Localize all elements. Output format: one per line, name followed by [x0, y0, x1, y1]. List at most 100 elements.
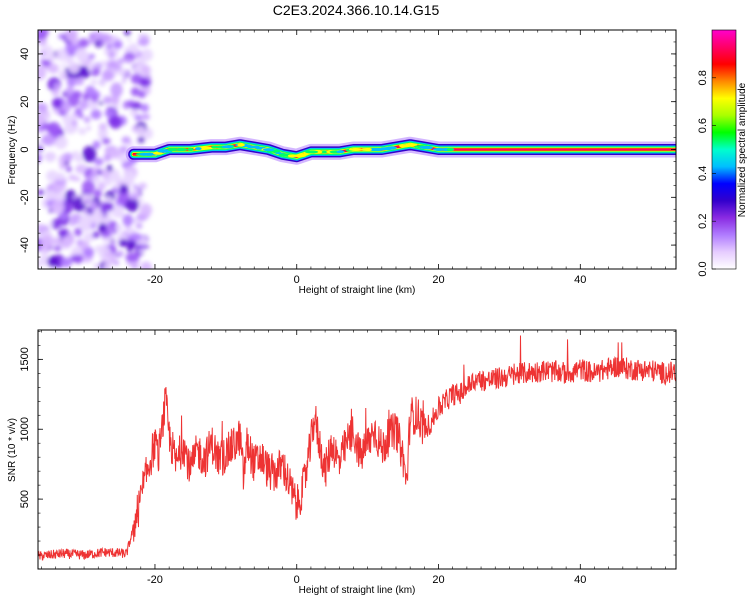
noise-blob [46, 170, 59, 182]
colorbar-tick-label: 0.0 [697, 261, 709, 276]
noise-blob [56, 172, 66, 181]
noise-blob [61, 201, 73, 214]
snr-y-tick-label: 500 [19, 490, 31, 508]
noise-blob [115, 223, 123, 232]
noise-blob [73, 254, 83, 264]
snr-x-tick-label: 20 [432, 574, 444, 586]
ridge-speckle [187, 147, 194, 151]
noise-blob [122, 104, 128, 109]
noise-blob [91, 175, 101, 183]
noise-blob [59, 163, 66, 170]
noise-blob [81, 179, 95, 195]
ridge-speckle [222, 145, 233, 149]
noise-blob [84, 200, 90, 204]
noise-blob [82, 208, 88, 213]
colorbar-label: Normalized spectral amplitude [737, 82, 748, 217]
noise-blob [101, 169, 111, 179]
noise-blob [140, 186, 145, 192]
colorbar: 0.0 0.2 0.4 0.6 0.8 Normalized spectral ampl… [697, 29, 748, 277]
noise-blob [44, 190, 57, 201]
noise-blob [140, 261, 152, 269]
spectrogram-y-tick-label: -40 [19, 237, 31, 253]
noise-blob [102, 137, 110, 145]
ridge-speckle [262, 148, 275, 152]
noise-blob [47, 255, 59, 268]
noise-blob [87, 66, 94, 72]
ridge-speckle [211, 145, 218, 149]
noise-blob [92, 140, 101, 150]
noise-blob [138, 182, 147, 189]
noise-blob [125, 252, 140, 263]
noise-blob [79, 114, 84, 119]
colorbar-tick-label: 0.4 [697, 166, 709, 181]
noise-blob [139, 203, 152, 217]
spectrogram-x-tick-label: 40 [574, 274, 586, 286]
noise-blob [94, 263, 99, 268]
noise-blob [74, 77, 84, 86]
noise-blob [112, 174, 122, 184]
noise-blob [144, 244, 150, 249]
noise-blob [68, 174, 77, 181]
noise-blob [39, 48, 45, 52]
noise-blob [126, 247, 133, 253]
noise-blob [38, 153, 43, 163]
noise-blob [129, 232, 142, 242]
noise-blob [38, 65, 47, 81]
noise-blob [81, 66, 88, 71]
noise-blob [65, 86, 75, 96]
noise-blob [94, 157, 104, 166]
noise-blob [65, 30, 79, 42]
noise-blob [45, 152, 56, 163]
noise-blob [58, 70, 67, 77]
ridge-speckle [446, 148, 454, 151]
noise-blob [38, 254, 51, 267]
noise-blob [75, 49, 88, 62]
noise-blob [117, 58, 125, 64]
noise-blob [82, 93, 90, 101]
noise-blob [38, 223, 44, 231]
noise-blob [141, 113, 151, 121]
ridge-speckle [387, 146, 397, 150]
chart-title: C2E3.2024.366.10.14.G15 [272, 2, 440, 18]
noise-blob [51, 97, 63, 109]
ridge-speckle [255, 146, 263, 150]
noise-blob [103, 256, 110, 262]
noise-blob [72, 195, 78, 200]
noise-blob [89, 201, 98, 211]
noise-blob [64, 189, 77, 204]
ridge-speckle [152, 151, 163, 155]
noise-blob [139, 78, 151, 88]
noise-blob [61, 257, 73, 268]
noise-blob [128, 101, 134, 107]
noise-blob [98, 223, 107, 233]
ridge-speckle [348, 148, 363, 151]
noise-blob [118, 69, 128, 76]
noise-blob [79, 99, 89, 110]
colorbar-gradient [712, 30, 736, 269]
noise-blob [136, 198, 144, 204]
ridge-speckle [336, 150, 345, 154]
spectrogram-y-tick-label: 0 [19, 146, 31, 152]
spectrogram-x-tick-label: -20 [147, 274, 163, 286]
noise-blob [89, 99, 94, 104]
noise-blob [115, 184, 121, 190]
noise-blob [53, 191, 66, 202]
noise-blob [51, 89, 60, 97]
spectrogram-x-axis-label: Height of straight line (km) [299, 285, 416, 296]
noise-blob [38, 113, 46, 126]
noise-blob [129, 193, 139, 200]
spectrogram-x-tick-label: 0 [294, 274, 300, 286]
colorbar-frame [711, 29, 737, 270]
snr-y-tick-label: 1000 [19, 417, 31, 441]
noise-blob [68, 61, 80, 74]
noise-blob [103, 96, 112, 104]
snr-series-line [38, 335, 676, 561]
noise-blob [109, 115, 122, 129]
ridge-band [125, 136, 676, 165]
snr-x-axis-label: Height of straight line (km) [299, 585, 416, 596]
noise-blob [97, 182, 106, 191]
noise-blob [38, 146, 44, 152]
snr-y-tick-label: 1500 [19, 347, 31, 371]
noise-blob [38, 102, 48, 113]
noise-blob [98, 101, 104, 106]
